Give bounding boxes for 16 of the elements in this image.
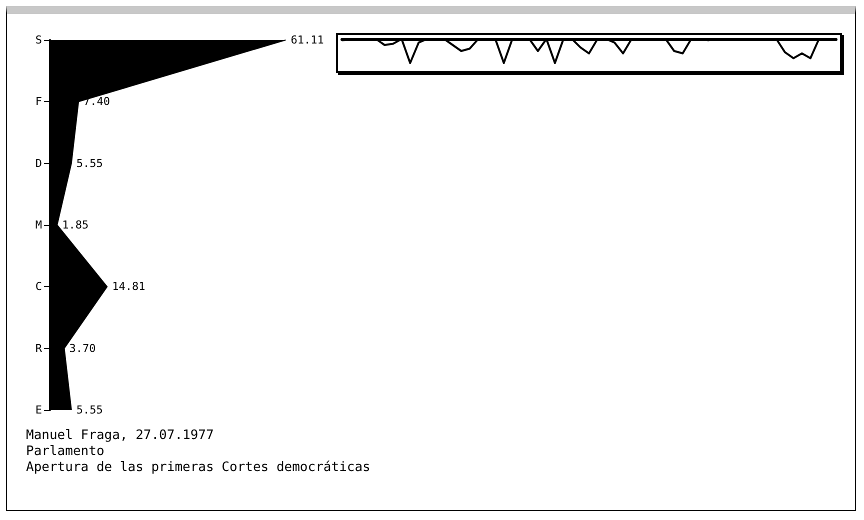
y-tick-label: R [35, 342, 42, 355]
y-tick-label: M [35, 218, 42, 232]
data-label: 61.11 [290, 34, 324, 46]
data-label: 5.55 [76, 404, 103, 416]
y-tick-label: C [35, 280, 42, 294]
data-label: 5.55 [76, 156, 103, 170]
y-tick-label: D [35, 156, 42, 170]
text: Parlamento [26, 444, 106, 460]
y-tick-label: E [35, 404, 42, 416]
data-label: 3.70 [69, 342, 96, 355]
data-label: 1.85 [62, 218, 89, 232]
y-tick-label: F [35, 95, 42, 108]
text: Manuel Fraga, 27.07.1977 [26, 428, 215, 444]
y-tick-label: S [35, 34, 42, 46]
text: Apertura de las primeras Cortes democráticas [26, 460, 370, 476]
data-label: 14.81 [112, 280, 146, 294]
